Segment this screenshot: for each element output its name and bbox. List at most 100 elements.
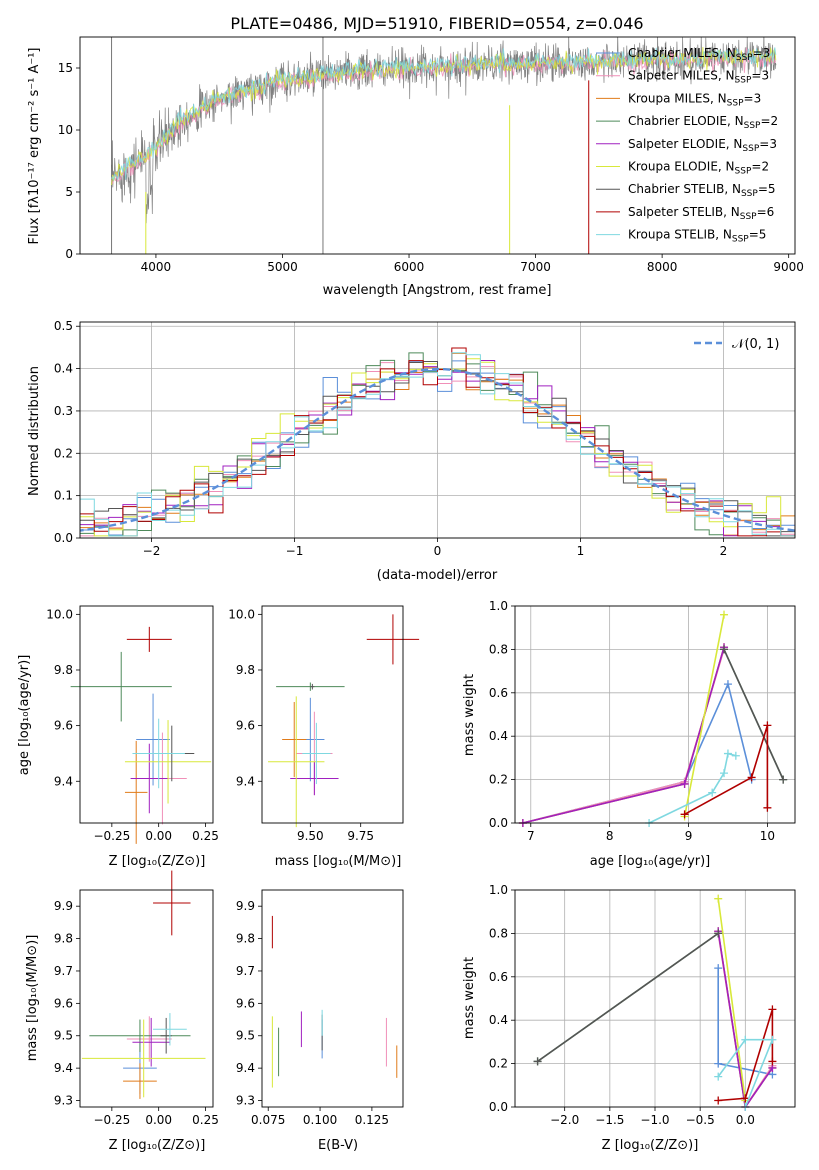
y-tick-label: 10.0 (228, 607, 255, 621)
mass-vs-EBV-plot: 0.075 0.100 0.125 9.3 9.4 9.5 9.6 9.7 9.8 9.9 (236, 889, 404, 1127)
weight-marker (714, 1072, 723, 1081)
y-tick-label: 9.4 (54, 774, 73, 788)
y-tick-label: 0.2 (489, 773, 508, 787)
weight-vs-Z-plot: −2.0 −1.5 −1.0 −0.5 0.0 0.0 0.2 0.4 0.6 0.8 1.0 (489, 883, 796, 1127)
weight-vs-age-ylabel: mass weight (462, 674, 477, 756)
residuals-ylabel: Normed distribution (27, 366, 42, 496)
weight-vs-Z-ylabel: mass weight (462, 957, 477, 1039)
legend-label: Kroupa STELIB, NSSP=5 (628, 228, 766, 245)
y-tick-label: 0.2 (489, 1057, 508, 1071)
x-tick-label: 9.50 (297, 829, 324, 843)
mass-vs-Z-ylabel: mass [log₁₀(M/M⊙)] (25, 935, 40, 1062)
legend-label: Salpeter MILES, NSSP=3 (628, 69, 769, 86)
weight-marker (763, 803, 772, 812)
legend-label: Kroupa MILES, NSSP=3 (628, 91, 761, 108)
y-tick-label: 0.2 (54, 446, 73, 460)
y-tick-label: 9.8 (54, 932, 73, 946)
residuals-plot: −2 −1 0 1 2 0.0 0.1 0.2 0.3 0.4 0.5 (54, 319, 796, 558)
axes-frame (79, 605, 214, 824)
x-tick-label: −0.25 (93, 829, 130, 843)
figure-title: PLATE=0486, MJD=51910, FIBERID=0554, z=0… (230, 14, 643, 33)
weight-line (683, 614, 725, 817)
weight-marker (714, 929, 723, 938)
x-tick-label: 6000 (394, 260, 425, 274)
x-tick-label: −2 (143, 544, 161, 558)
x-tick-label: 2 (720, 544, 728, 558)
x-tick-label: 8000 (647, 260, 678, 274)
weight-vs-Z-xlabel: Z [log₁₀(Z/Z⊙)] (602, 1138, 699, 1153)
y-tick-label: 9.7 (54, 964, 73, 978)
x-tick-label: 0.25 (192, 1113, 219, 1127)
axes-frame (514, 889, 796, 1108)
y-tick-label: 1.0 (489, 599, 508, 613)
y-tick-label: 9.3 (54, 1094, 73, 1108)
legend-count: =2 (751, 160, 769, 174)
y-tick-label: 9.6 (236, 996, 255, 1010)
weight-marker (768, 1005, 777, 1014)
weight-marker (720, 610, 729, 619)
weight-marker (714, 894, 723, 903)
spectrum-legend: Chabrier MILES, NSSP=3 Salpeter MILES, NS… (596, 46, 778, 245)
legend-subscript: SSP (732, 235, 749, 245)
weight-marker (723, 680, 732, 689)
y-tick-label: 0.3 (54, 404, 73, 418)
legend-label: Kroupa ELODIE, NSSP=2 (628, 160, 769, 177)
legend-label: Chabrier ELODIE, NSSP=2 (628, 114, 778, 131)
y-tick-label: 9.8 (54, 663, 73, 677)
weight-line (723, 649, 784, 780)
weight-marker (714, 1059, 723, 1068)
age-vs-Z-plot: −0.25 0.00 0.25 9.4 9.6 9.8 10.0 (46, 605, 219, 844)
x-tick-label: 7 (527, 829, 535, 843)
weight-line (717, 1038, 774, 1108)
legend-count: =6 (757, 205, 775, 219)
spectrum-xlabel: wavelength [Angstrom, rest frame] (323, 283, 552, 298)
weight-marker (779, 775, 788, 784)
y-tick-label: 9.6 (54, 719, 73, 733)
y-tick-label: 5 (65, 185, 73, 199)
y-tick-label: 0 (65, 247, 73, 261)
x-tick-label: −1.0 (640, 1113, 669, 1127)
age-vs-mass-panel: 9.50 9.75 9.4 9.6 9.8 10.0 mass [log₁₀(M/M⊙)] (228, 605, 420, 869)
x-tick-label: 9 (685, 829, 693, 843)
weight-marker (533, 1057, 542, 1066)
weight-vs-age-plot: 7 8 9 10 0.0 0.2 0.4 0.6 0.8 1.0 (489, 599, 796, 843)
spectrum-panel: 4000 5000 6000 7000 8000 9000 0 5 10 15 wavelengt… (27, 36, 804, 298)
x-tick-label: 0.00 (145, 1113, 172, 1127)
spectrum-ylabel: Flux [fλ10⁻¹⁷ erg cm⁻² s⁻¹ A⁻¹] (27, 48, 42, 245)
weight-marker (720, 645, 729, 654)
residuals-panel: −2 −1 0 1 2 0.0 0.1 0.2 0.3 0.4 0.5 (data-model)/e… (27, 319, 796, 583)
residuals-xlabel: (data-model)/error (377, 568, 498, 583)
weight-marker (763, 721, 772, 730)
weight-marker (714, 1096, 723, 1105)
weight-line (718, 1009, 774, 1102)
x-tick-label: −0.25 (93, 1113, 130, 1127)
mass-vs-Z-plot: −0.25 0.00 0.25 9.3 9.4 9.5 9.6 9.7 9.8 9.9 (54, 870, 219, 1127)
y-tick-label: 0.1 (54, 489, 73, 503)
y-tick-label: 0.0 (54, 531, 73, 545)
x-tick-label: −1.5 (595, 1113, 624, 1127)
legend-subscript: SSP (741, 189, 758, 199)
weight-marker (768, 1057, 777, 1066)
weight-marker (731, 751, 740, 760)
x-tick-label: 0.100 (303, 1113, 337, 1127)
weight-marker (680, 810, 689, 819)
age-vs-Z-panel: −0.25 0.00 0.25 9.4 9.6 9.8 10.0 Z [log₁₀(Z/Z⊙… (17, 605, 219, 869)
legend-count: =3 (751, 69, 769, 83)
y-tick-label: 15 (58, 61, 73, 75)
legend-subscript: SSP (744, 121, 761, 131)
normal-curve (80, 367, 795, 532)
weight-line (717, 898, 747, 1101)
legend-label: Chabrier MILES, NSSP=3 (628, 46, 770, 63)
y-tick-label: 10 (58, 123, 73, 137)
axes-frame (261, 605, 404, 824)
y-tick-label: 0.4 (489, 729, 508, 743)
x-tick-label: 8 (606, 829, 614, 843)
legend-subscript: SSP (735, 167, 752, 177)
weight-line (684, 725, 769, 816)
weight-marker (768, 1035, 777, 1044)
y-tick-label: 9.8 (236, 932, 255, 946)
mass-vs-Z-xlabel: Z [log₁₀(Z/Z⊙)] (109, 1138, 206, 1153)
y-tick-label: 9.6 (236, 719, 255, 733)
legend-subscript: SSP (740, 212, 757, 222)
mass-vs-EBV-panel: 0.075 0.100 0.125 9.3 9.4 9.5 9.6 9.7 9.8 9.9 E(B… (236, 889, 404, 1153)
